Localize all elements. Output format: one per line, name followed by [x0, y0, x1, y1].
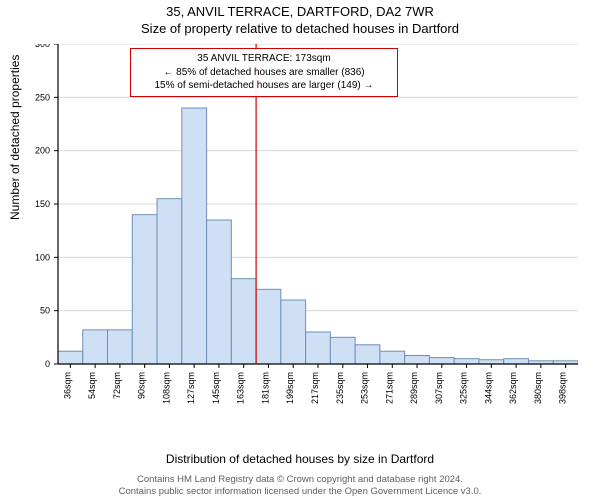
attribution-footer: Contains HM Land Registry data © Crown c… [0, 474, 600, 498]
svg-text:150: 150 [35, 199, 50, 209]
svg-text:200: 200 [35, 146, 50, 156]
x-axis-label: Distribution of detached houses by size … [0, 452, 600, 466]
chart-area: 05010015020025030036sqm54sqm72sqm90sqm10… [58, 44, 578, 412]
x-tick-label: 54sqm [87, 372, 97, 399]
info-line-2: ← 85% of detached houses are smaller (83… [137, 66, 391, 80]
x-tick-label: 36sqm [62, 372, 72, 399]
x-tick-label: 398sqm [558, 372, 568, 404]
svg-text:100: 100 [35, 252, 50, 262]
x-tick-label: 199sqm [285, 372, 295, 404]
x-tick-label: 235sqm [335, 372, 345, 404]
page-address: 35, ANVIL TERRACE, DARTFORD, DA2 7WR [0, 4, 600, 19]
x-tick-label: 271sqm [384, 372, 394, 404]
svg-text:0: 0 [45, 359, 50, 369]
x-tick-label: 344sqm [483, 372, 493, 404]
info-line-1: 35 ANVIL TERRACE: 173sqm [137, 52, 391, 66]
footer-line-2: Contains public sector information licen… [0, 486, 600, 498]
page-subtitle: Size of property relative to detached ho… [0, 21, 600, 36]
info-line-3: 15% of semi-detached houses are larger (… [137, 79, 391, 93]
svg-text:50: 50 [40, 306, 50, 316]
x-tick-label: 253sqm [360, 372, 370, 404]
x-tick-label: 380sqm [533, 372, 543, 404]
footer-line-1: Contains HM Land Registry data © Crown c… [0, 474, 600, 486]
svg-text:300: 300 [35, 44, 50, 49]
marker-info-box: 35 ANVIL TERRACE: 173sqm ← 85% of detach… [130, 48, 398, 97]
x-tick-label: 145sqm [211, 372, 221, 404]
x-tick-label: 289sqm [409, 372, 419, 404]
x-tick-label: 127sqm [186, 372, 196, 404]
x-tick-label: 362sqm [508, 372, 518, 404]
x-tick-label: 163sqm [236, 372, 246, 404]
svg-text:250: 250 [35, 92, 50, 102]
x-tick-label: 217sqm [310, 372, 320, 404]
x-tick-label: 307sqm [434, 372, 444, 404]
histogram-svg: 0 50 100 150 200 250 300 36sqm 54sqm 72sqm 90sqm 10… [24, 44, 578, 412]
x-tick-label: 72sqm [112, 372, 122, 399]
y-axis-label: Number of detached properties [8, 55, 22, 220]
x-tick-label: 108sqm [161, 372, 171, 404]
x-tick-label: 90sqm [137, 372, 147, 399]
x-tick-label: 325sqm [459, 372, 469, 404]
x-tick-label: 181sqm [260, 372, 270, 404]
